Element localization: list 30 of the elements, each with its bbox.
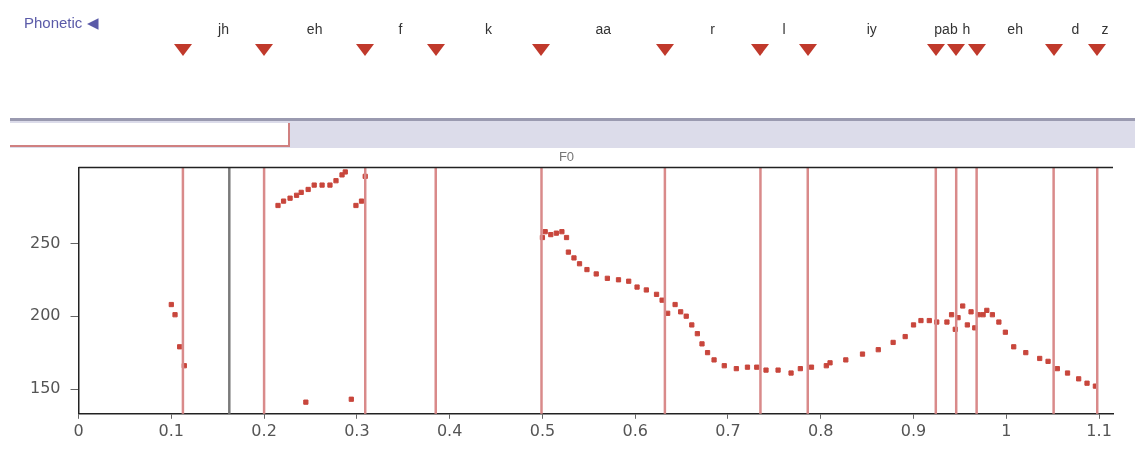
x-tick-label: 1.1	[1086, 420, 1112, 440]
x-tick-label: 1	[1001, 420, 1012, 440]
text: d	[1071, 20, 1080, 37]
chart-title: F0	[558, 149, 575, 165]
text: pab	[934, 20, 958, 37]
x-tick-label: 0.9	[900, 420, 927, 440]
text: z	[1101, 20, 1109, 37]
x-tick-label: 0.5	[529, 420, 556, 440]
text: Phonetic ◀	[24, 14, 99, 32]
x-tick-label: 0.7	[715, 420, 741, 440]
y-tick-label: 150	[29, 378, 61, 398]
x-tick-label: 0.6	[622, 420, 648, 440]
text: iy	[866, 20, 877, 37]
text: l	[782, 20, 786, 37]
x-tick-label: 0.3	[344, 420, 370, 440]
x-tick-label: 0.1	[158, 420, 185, 440]
text: h	[962, 20, 971, 37]
x-tick-label: 0.2	[251, 420, 277, 440]
text: jh	[217, 20, 229, 37]
y-tick-label: 250	[29, 232, 61, 252]
y-tick-label: 200	[29, 305, 61, 325]
x-tick-label: 0.4	[436, 420, 463, 440]
text: k	[485, 20, 494, 37]
text: r	[710, 20, 716, 37]
text: eh	[1007, 20, 1023, 37]
x-tick-label: 0	[73, 420, 84, 440]
text: f	[398, 20, 403, 37]
text: eh	[306, 20, 323, 37]
text: aa	[595, 20, 612, 37]
x-tick-label: 0.8	[808, 420, 834, 440]
